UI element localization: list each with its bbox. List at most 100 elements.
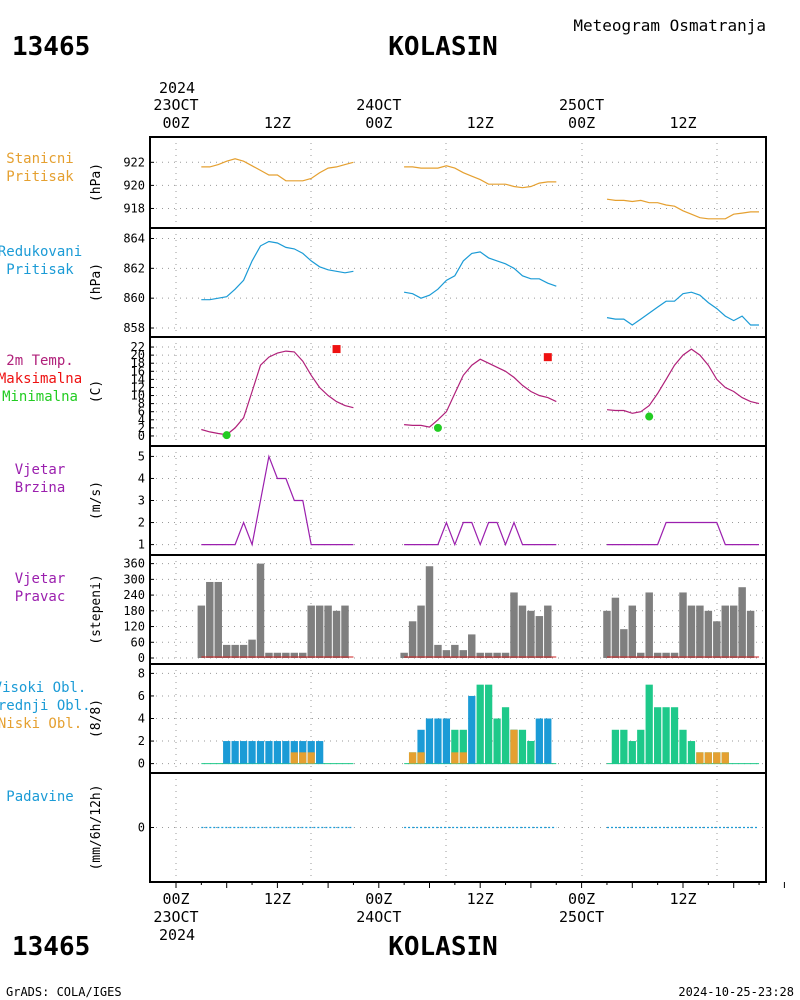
wind-speed-series-line (607, 521, 759, 546)
station-id-bottom: 13465 (12, 932, 90, 962)
panel-label: Pritisak (6, 262, 74, 278)
direction-bar (400, 652, 408, 658)
y-tick-label: 0 (138, 651, 145, 665)
panel-label: Pritisak (6, 169, 74, 185)
direction-bar (451, 644, 459, 658)
render-timestamp: 2024-10-25-23:28 (678, 985, 794, 999)
direction-bar (603, 610, 611, 658)
direction-bar (434, 644, 442, 658)
wind-speed-series-line (201, 454, 354, 547)
direction-bar (653, 652, 662, 658)
direction-bar (265, 652, 273, 658)
direction-bar (273, 652, 282, 658)
direction-bar (679, 592, 687, 658)
y-tick-label: 300 (123, 572, 145, 586)
mid-cloud-bar (493, 718, 501, 764)
bottom-hour-label: 00Z (365, 890, 392, 908)
y-tick-label: 4 (138, 471, 145, 485)
y-tick-label: 5 (138, 449, 145, 463)
high-cloud-bar (273, 741, 282, 764)
top-hour-label: 12Z (467, 114, 494, 132)
panel-station-pressure: 918 920 922 Stanicni Pritisak (hPa) (6, 136, 767, 229)
direction-bar (704, 610, 713, 658)
wind-speed-series-line (404, 520, 557, 547)
low-cloud-bar (713, 752, 721, 764)
direction-bar (544, 605, 552, 658)
direction-bar (645, 592, 653, 658)
panel-wind-speed: 1 2 3 4 5 Vjetar Brzina (m/s) (15, 445, 767, 556)
mid-cloud-bar (459, 729, 467, 764)
mid-cloud-bar (476, 684, 484, 764)
high-cloud-bar (434, 718, 442, 764)
bottom-year-label: 2024 (159, 926, 195, 944)
y-tick-label: 3 (138, 494, 145, 508)
direction-bar (746, 610, 755, 658)
top-date-label: 25OCT (559, 96, 604, 114)
panel-label: Padavine (6, 789, 73, 805)
top-hour-label: 00Z (162, 114, 189, 132)
panel-frame (149, 772, 767, 883)
min-temp-marker (222, 431, 231, 440)
reduced-pressure-series-line (403, 251, 557, 299)
direction-bar (459, 650, 468, 658)
direction-bar (299, 652, 307, 658)
low-cloud-bar (704, 752, 712, 764)
direction-bar (197, 605, 206, 658)
high-cloud-bar (231, 741, 239, 764)
grads-credit: GrADS: COLA/IGES (6, 985, 122, 999)
top-hour-label: 12Z (669, 114, 696, 132)
direction-bar (442, 650, 451, 658)
bottom-date-label: 23OCT (153, 908, 198, 926)
y-axis-label: (C) (89, 380, 104, 403)
direction-bar (476, 652, 484, 658)
y-tick-label: 360 (123, 557, 145, 571)
direction-bar (239, 644, 248, 658)
y-tick-label: 8 (138, 397, 145, 411)
high-cloud-bar (282, 741, 290, 764)
station-name-top: KOLASIN (388, 32, 498, 62)
panel-frame (149, 336, 767, 447)
bottom-hour-label: 00Z (162, 890, 189, 908)
high-cloud-bar (316, 741, 324, 764)
low-cloud-bar (510, 729, 518, 764)
y-tick-label: 6 (138, 405, 145, 419)
panel-label: 2m Temp. (6, 353, 73, 369)
direction-bar (713, 621, 721, 658)
y-tick-label: 4 (138, 413, 145, 427)
low-cloud-bar (299, 752, 307, 764)
panel-label: Visoki Obl. (0, 680, 86, 696)
y-tick-label: 0 (138, 429, 145, 443)
direction-bar (493, 652, 501, 658)
panel-reduced-pressure: 858 860 862 864 Redukovani Pritisak (hPa) (0, 227, 767, 338)
y-tick-label: 20 (131, 348, 145, 362)
mid-cloud-bar (518, 729, 527, 764)
direction-bar (696, 605, 704, 658)
y-tick-label: 918 (123, 201, 145, 215)
direction-bar (738, 587, 746, 658)
direction-bar (417, 605, 425, 658)
y-tick-label: 14 (131, 372, 145, 386)
high-cloud-bar (535, 718, 543, 764)
mid-cloud-bar (654, 707, 662, 764)
station-pressure-series-line (201, 158, 354, 182)
y-axis-label: (hPa) (89, 263, 104, 302)
panel-clouds: 0 2 4 6 8 Visoki Obl. Srednji Obl. Niski Obl. (8… (0, 663, 767, 774)
direction-bar (662, 652, 670, 658)
direction-bar (721, 605, 729, 658)
panel-label: Minimalna (2, 389, 78, 405)
direction-bar (341, 605, 349, 658)
y-tick-label: 6 (138, 689, 145, 703)
mid-cloud-bar (611, 729, 620, 764)
y-axis-label: (8/8) (89, 699, 104, 738)
panel-frame (149, 136, 767, 229)
direction-bar (248, 639, 256, 658)
station-pressure-series-line (606, 198, 759, 220)
chart-subtitle: Meteogram Osmatranja (573, 16, 766, 35)
low-cloud-bar (307, 752, 315, 764)
mid-cloud-bar (485, 684, 493, 764)
top-year-label: 2024 (159, 79, 195, 97)
high-cloud-bar (265, 741, 273, 764)
panel-label: Vjetar (15, 462, 66, 478)
y-axis-label: (stepeni) (89, 574, 104, 644)
direction-bar (620, 629, 628, 658)
